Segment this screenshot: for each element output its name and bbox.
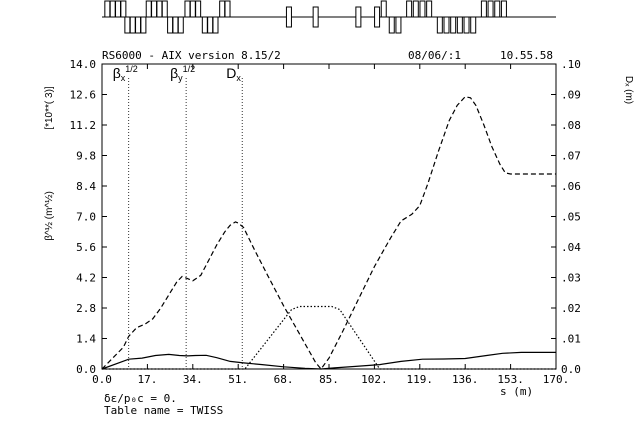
lattice-element — [480, 0, 487, 18]
series-group — [101, 96, 556, 370]
x-tick-label: 119. — [407, 373, 434, 386]
y-right-tick-label: .05 — [561, 211, 581, 224]
x-tick-label: 34. — [183, 373, 203, 386]
y-right-tick-label: .10 — [561, 58, 581, 71]
y-left-tick-label: 8.4 — [76, 180, 96, 193]
lattice-element — [456, 16, 463, 34]
table-name-note: Table name = TWISS — [104, 404, 223, 417]
y-right-tick-label: 0.0 — [561, 363, 581, 376]
y-left-tick-label: 14.0 — [70, 58, 97, 71]
x-tick-label: 102. — [361, 373, 388, 386]
lattice-element — [426, 0, 433, 18]
y-right-tick-label: .02 — [561, 302, 581, 315]
lattice-element — [140, 16, 147, 34]
lattice-element — [124, 16, 131, 34]
run-date: 08/06/:1 — [408, 49, 461, 62]
lattice-element — [450, 16, 457, 34]
lattice-element — [156, 0, 163, 18]
y-left-axis-scale: [*10**( 3)] — [44, 86, 55, 130]
lattice-element — [380, 0, 387, 18]
lattice-element — [487, 0, 494, 18]
x-tick-label: 68. — [274, 373, 294, 386]
lattice-element — [312, 6, 319, 28]
x-tick-label: 17. — [137, 373, 157, 386]
lattice-element — [115, 0, 122, 18]
y-left-tick-label: 12.6 — [70, 89, 97, 102]
y-left-tick-label: 11.2 — [70, 119, 97, 132]
y-right-tick-label: .08 — [561, 119, 581, 132]
plot-frame — [101, 63, 557, 370]
y-right-tick-label: .03 — [561, 272, 581, 285]
lattice-element — [494, 0, 501, 18]
lattice-element — [374, 6, 381, 28]
legend-label: Dx — [226, 65, 241, 83]
y-left-tick-label: 2.8 — [76, 302, 96, 315]
lattice-element — [189, 0, 196, 18]
y-right-tick-label: .04 — [561, 241, 581, 254]
axes: 0.0 17. 34. 51. 68. 85. 102. 119. 136. 153. 170.0.… — [70, 58, 582, 386]
lattice-element — [207, 16, 214, 34]
lattice-element — [161, 0, 168, 18]
lattice-element — [212, 16, 219, 34]
x-tick-label: 51. — [228, 373, 248, 386]
y-left-tick-label: 0.0 — [76, 363, 96, 376]
lattice-element — [120, 0, 127, 18]
lattice-element — [406, 0, 413, 18]
x-tick-label: 85. — [319, 373, 339, 386]
x-tick-label: 0.0 — [92, 373, 112, 386]
lattice-element — [470, 16, 477, 34]
y-left-tick-label: 1.4 — [76, 333, 96, 346]
lattice-element — [195, 0, 202, 18]
legend-label: βy1/2 — [170, 64, 195, 83]
lattice-element — [419, 0, 426, 18]
lattice-element — [151, 0, 158, 18]
lattice-element — [172, 16, 179, 34]
x-tick-label: 153. — [497, 373, 524, 386]
y-left-tick-label: 4.2 — [76, 272, 96, 285]
lattice-element — [443, 16, 450, 34]
series-line-0 — [101, 351, 556, 370]
lattice-element — [219, 0, 226, 18]
momentum-deviation-note: δε/p₀c = 0. — [104, 392, 177, 405]
y-right-tick-label: .06 — [561, 180, 581, 193]
lattice-element — [436, 16, 443, 34]
lattice-element — [135, 16, 142, 34]
y-left-tick-label: 5.6 — [76, 241, 96, 254]
lattice-element — [104, 0, 111, 18]
lattice-element — [145, 0, 152, 18]
lattice-element — [177, 16, 184, 34]
program-label: RS6000 - AIX version 8.15/2 — [102, 49, 281, 62]
y-left-axis-title: β^½ (m^½) — [44, 191, 55, 241]
x-tick-label: 136. — [452, 373, 479, 386]
series-line-1 — [101, 96, 556, 370]
legend-label: βx1/2 — [113, 64, 138, 83]
series-line-2 — [102, 305, 556, 370]
lattice-element — [463, 16, 470, 34]
lattice-element — [109, 0, 116, 18]
lattice-element — [184, 0, 191, 18]
lattice-element — [285, 6, 292, 28]
y-right-tick-label: .07 — [561, 150, 581, 163]
lattice-element — [167, 16, 174, 34]
lattice-element — [395, 16, 402, 34]
run-time: 10.55.58 — [500, 49, 553, 62]
y-left-tick-label: 7.0 — [76, 211, 96, 224]
lattice-element — [412, 0, 419, 18]
legend: βx1/2 βy1/2 Dx — [113, 64, 243, 369]
y-right-tick-label: .09 — [561, 89, 581, 102]
y-right-tick-label: .01 — [561, 333, 581, 346]
lattice-element — [500, 0, 507, 18]
x-tick-label: 170. — [543, 373, 570, 386]
y-right-axis-title: Dₓ (m) — [623, 76, 634, 104]
lattice-element — [201, 16, 208, 34]
lattice-diagram — [102, 0, 556, 34]
lattice-element — [224, 0, 231, 18]
lattice-element — [355, 6, 362, 28]
lattice-element — [129, 16, 136, 34]
y-left-tick-label: 9.8 — [76, 150, 96, 163]
lattice-element — [388, 16, 395, 34]
x-axis-title: s (m) — [500, 385, 533, 398]
